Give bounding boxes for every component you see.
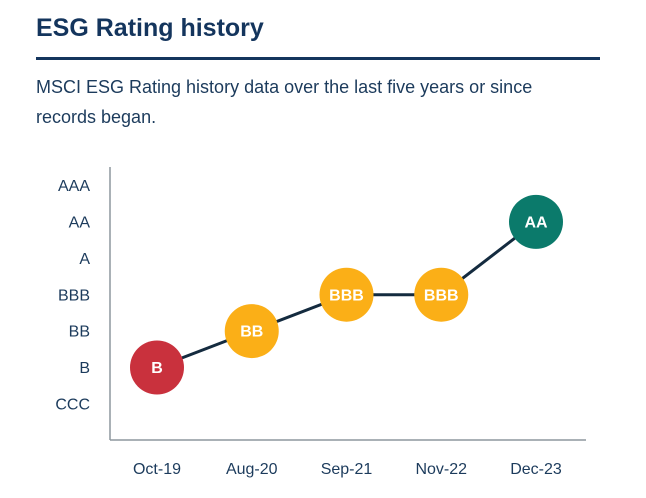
rating-point xyxy=(414,267,469,322)
rating-point xyxy=(224,304,279,359)
x-tick-label: Sep-21 xyxy=(321,461,373,478)
page-title: ESG Rating history xyxy=(36,14,264,42)
title-divider xyxy=(36,57,600,60)
y-tick-label: BB xyxy=(69,324,90,341)
rating-point-label: BBB xyxy=(329,287,364,304)
rating-point xyxy=(319,267,374,322)
rating-point-label: B xyxy=(151,360,163,377)
rating-point-label: BB xyxy=(240,324,263,341)
y-tick-label: A xyxy=(79,251,90,268)
x-tick-label: Dec-23 xyxy=(510,461,562,478)
rating-point-label: AA xyxy=(524,215,548,232)
y-tick-label: CCC xyxy=(55,397,90,414)
y-tick-label: B xyxy=(79,360,90,377)
rating-point xyxy=(509,194,563,249)
y-tick-label: AA xyxy=(69,215,91,232)
chart-description: MSCI ESG Rating history data over the la… xyxy=(36,77,533,127)
chart-header: ESG Rating history MSCI ESG Rating histo… xyxy=(0,0,646,132)
y-tick-label: AAA xyxy=(58,178,90,195)
rating-point-label: BBB xyxy=(424,287,459,304)
x-tick-label: Oct-19 xyxy=(133,461,181,478)
rating-point xyxy=(130,340,184,395)
y-tick-label: BBB xyxy=(58,287,90,304)
x-tick-label: Nov-22 xyxy=(415,461,467,478)
x-tick-label: Aug-20 xyxy=(226,461,278,478)
